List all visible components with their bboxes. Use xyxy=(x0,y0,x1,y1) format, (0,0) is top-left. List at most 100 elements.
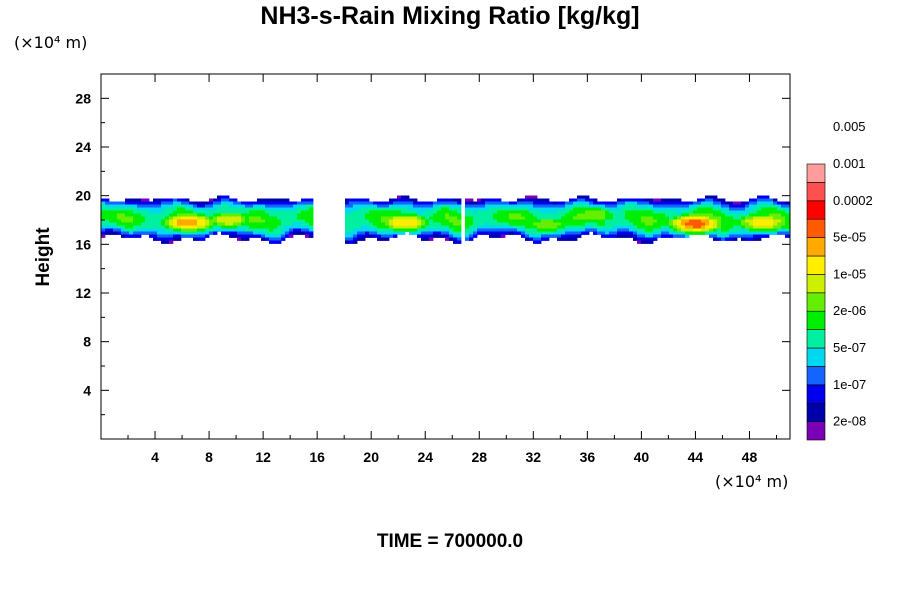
contour-cell xyxy=(445,228,450,232)
contour-cell xyxy=(425,222,430,226)
contour-cell xyxy=(697,231,702,235)
contour-cell xyxy=(781,207,786,211)
contour-cell xyxy=(265,216,270,220)
contour-cell xyxy=(593,213,598,217)
contour-cell xyxy=(465,228,470,232)
contour-cell xyxy=(361,213,366,217)
contour-cell xyxy=(261,237,266,241)
contour-cell xyxy=(357,207,362,211)
contour-cell xyxy=(569,198,574,202)
contour-cell xyxy=(505,213,510,217)
contour-cell xyxy=(525,222,530,226)
contour-cell xyxy=(441,222,446,226)
contour-cell xyxy=(449,207,454,211)
contour-cell xyxy=(421,219,426,223)
contour-cell xyxy=(209,225,214,229)
contour-cell xyxy=(381,228,386,232)
contour-cell xyxy=(357,213,362,217)
contour-cell xyxy=(577,222,582,226)
contour-cell xyxy=(613,231,618,235)
contour-cell xyxy=(701,228,706,232)
contour-cell xyxy=(209,219,214,223)
contour-cell xyxy=(369,219,374,223)
contour-cell xyxy=(601,201,606,205)
contour-cell xyxy=(361,198,366,202)
contour-cell xyxy=(433,234,438,238)
contour-cell xyxy=(161,231,166,235)
contour-cell xyxy=(661,198,666,202)
contour-cell xyxy=(241,201,246,205)
contour-cell xyxy=(409,225,414,229)
contour-cell xyxy=(381,201,386,205)
contour-cell xyxy=(761,231,766,235)
contour-cell xyxy=(753,207,758,211)
contour-cell xyxy=(601,204,606,208)
contour-cell xyxy=(777,228,782,232)
contour-cell xyxy=(229,204,234,208)
contour-cell xyxy=(357,237,362,241)
contour-cell xyxy=(577,210,582,214)
contour-cell xyxy=(277,210,282,214)
contour-cell xyxy=(693,228,698,232)
contour-cell xyxy=(637,228,642,232)
contour-cell xyxy=(401,213,406,217)
contour-cell xyxy=(193,237,198,241)
contour-cell xyxy=(393,201,398,205)
contour-cell xyxy=(605,213,610,217)
contour-cell xyxy=(209,231,214,235)
contour-cell xyxy=(477,225,482,229)
contour-cell xyxy=(629,228,634,232)
contour-cell xyxy=(445,219,450,223)
contour-cell xyxy=(657,222,662,226)
contour-cell xyxy=(349,207,354,211)
contour-cell xyxy=(681,228,686,232)
contour-cell xyxy=(641,207,646,211)
contour-cell xyxy=(573,237,578,241)
contour-cell xyxy=(261,201,266,205)
contour-cell xyxy=(437,213,442,217)
contour-cell xyxy=(581,231,586,235)
contour-cell xyxy=(429,219,434,223)
contour-cell xyxy=(537,228,542,232)
contour-cell xyxy=(281,213,286,217)
contour-cell xyxy=(745,234,750,238)
contour-cell xyxy=(633,210,638,214)
contour-cell xyxy=(161,213,166,217)
contour-cell xyxy=(289,222,294,226)
contour-cell xyxy=(241,222,246,226)
contour-cell xyxy=(465,198,470,202)
contour-cell xyxy=(109,219,114,223)
contour-cell xyxy=(113,210,118,214)
contour-cell xyxy=(277,204,282,208)
contour-cell xyxy=(533,225,538,229)
contour-cell xyxy=(573,231,578,235)
contour-cell xyxy=(589,204,594,208)
contour-cell xyxy=(189,228,194,232)
contour-cell xyxy=(609,216,614,220)
contour-cell xyxy=(177,237,182,241)
contour-cell xyxy=(541,213,546,217)
contour-cell xyxy=(401,219,406,223)
contour-cell xyxy=(781,210,786,214)
contour-cell xyxy=(729,207,734,211)
contour-cell xyxy=(521,231,526,235)
contour-cell xyxy=(257,216,262,220)
contour-cell xyxy=(617,213,622,217)
contour-cell xyxy=(729,228,734,232)
contour-cell xyxy=(693,201,698,205)
contour-cell xyxy=(629,225,634,229)
contour-cell xyxy=(557,234,562,238)
contour-cell xyxy=(717,231,722,235)
contour-cell xyxy=(725,234,730,238)
contour-cell xyxy=(553,219,558,223)
contour-cell xyxy=(689,204,694,208)
contour-cell xyxy=(129,216,134,220)
contour-cell xyxy=(705,216,710,220)
contour-cell xyxy=(297,219,302,223)
contour-cell xyxy=(133,234,138,238)
contour-cell xyxy=(289,210,294,214)
contour-cell xyxy=(389,204,394,208)
contour-cell xyxy=(781,201,786,205)
contour-cell xyxy=(577,201,582,205)
contour-cell xyxy=(733,204,738,208)
